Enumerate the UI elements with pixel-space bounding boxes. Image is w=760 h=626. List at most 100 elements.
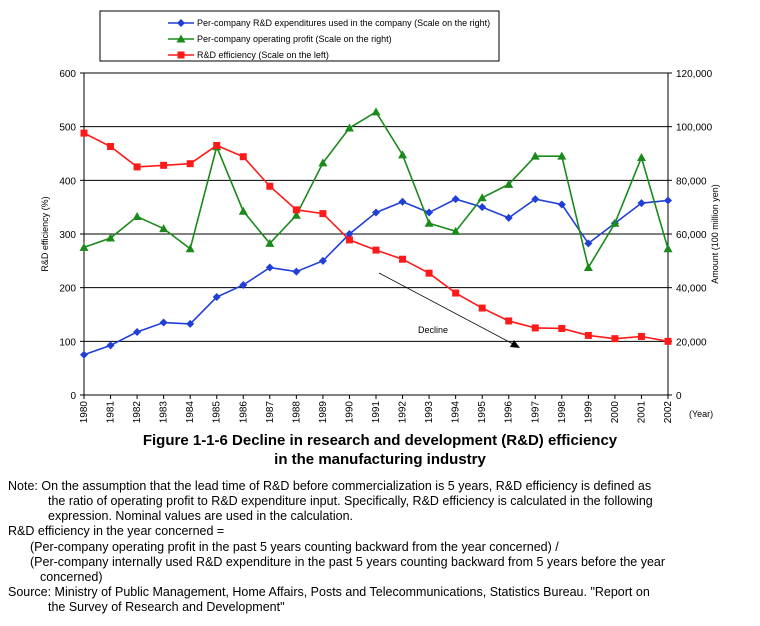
data-point	[505, 317, 513, 325]
x-tick-label: 1987	[265, 401, 276, 424]
axis-ticks: 0 0 100 20,000 200 40,000 300 60,000 400 80,000 50…	[59, 69, 712, 423]
data-point	[159, 224, 169, 233]
legend-label: R&D efficiency (Scale on the left)	[197, 50, 329, 60]
left-tick-label: 0	[70, 391, 76, 402]
formula-title: R&D efficiency in the year concerned =	[8, 524, 225, 538]
left-tick-label: 200	[59, 284, 76, 295]
data-point	[636, 153, 646, 162]
grid	[84, 126, 668, 342]
data-point	[398, 150, 408, 159]
data-point	[557, 200, 566, 209]
x-tick-label: 1984	[185, 401, 196, 424]
x-tick-label: 1981	[106, 401, 117, 424]
data-point	[664, 196, 672, 205]
x-tick-label: 1985	[212, 401, 223, 424]
x-tick-label: 1989	[318, 401, 329, 424]
left-tick-label: 100	[59, 337, 76, 348]
formula-line-3: concerned)	[40, 570, 103, 584]
data-point	[425, 208, 434, 217]
data-point	[80, 350, 88, 359]
x-tick-label: 1993	[424, 401, 435, 424]
data-point	[80, 129, 88, 137]
data-point	[664, 337, 672, 345]
data-point	[238, 206, 248, 215]
series-line	[83, 110, 669, 270]
data-point	[239, 153, 247, 161]
data-point	[133, 327, 142, 336]
legend-label: Per-company operating profit (Scale on t…	[197, 34, 392, 44]
data-point	[107, 143, 115, 151]
data-point	[106, 233, 116, 242]
x-tick-label: 1990	[344, 401, 355, 424]
data-point	[452, 289, 460, 297]
data-point	[212, 293, 221, 302]
x-tick-label: 1997	[530, 401, 541, 424]
data-point	[557, 151, 567, 160]
data-point	[186, 160, 194, 168]
data-point	[530, 151, 540, 160]
data-point	[132, 212, 142, 221]
data-point	[372, 246, 380, 254]
data-point	[531, 195, 540, 204]
data-point	[637, 333, 645, 341]
data-point	[558, 324, 566, 332]
x-tick-label: 1995	[477, 401, 488, 424]
data-point	[345, 236, 353, 244]
source-line-1: Source: Ministry of Public Management, H…	[8, 585, 650, 599]
decline-arrowhead	[510, 340, 520, 348]
legend-label: Per-company R&D expenditures used in the…	[197, 18, 490, 28]
data-point	[478, 304, 486, 312]
data-point	[610, 218, 620, 227]
data-point	[344, 123, 354, 132]
x-axis-unit: (Year)	[689, 409, 713, 419]
data-point	[185, 244, 195, 253]
right-axis-title: Amount (100 million yen)	[710, 184, 720, 284]
x-tick-label: 1998	[557, 401, 568, 424]
formula-line-2: (Per-company internally used R&D expendi…	[30, 555, 666, 569]
data-point	[106, 341, 115, 350]
legend-marker	[176, 34, 186, 43]
x-tick-label: 2002	[663, 401, 674, 424]
data-point	[583, 263, 593, 272]
decline-label: Decline	[418, 325, 448, 335]
data-point	[371, 107, 381, 116]
data-point	[186, 319, 195, 328]
x-tick-label: 1986	[238, 401, 249, 424]
data-point	[159, 318, 168, 327]
legend-box	[99, 10, 500, 62]
data-point	[292, 206, 300, 214]
x-tick-label: 2000	[610, 401, 621, 424]
data-point	[399, 255, 407, 263]
right-tick-label: 80,000	[676, 176, 707, 187]
data-point	[266, 182, 274, 190]
right-tick-label: 60,000	[676, 230, 707, 241]
right-tick-label: 40,000	[676, 284, 707, 295]
x-tick-label: 2001	[636, 401, 647, 424]
data-point	[265, 238, 275, 247]
data-point	[637, 199, 646, 208]
data-point	[478, 203, 487, 212]
data-point	[291, 210, 301, 219]
data-point	[318, 256, 327, 265]
data-point	[318, 158, 328, 167]
source-line-2: the Survey of Research and Development"	[48, 600, 285, 614]
legend-marker	[177, 19, 185, 27]
data-point	[504, 179, 514, 188]
data-point	[425, 269, 433, 277]
data-point	[265, 263, 274, 272]
x-tick-label: 1994	[451, 401, 462, 424]
left-tick-label: 300	[59, 230, 76, 241]
series-operating-profit	[79, 107, 673, 272]
figure-caption-line1: Figure 1-1-6 Decline in research and dev…	[142, 432, 618, 449]
x-tick-label: 1992	[398, 401, 409, 424]
data-point	[584, 331, 592, 339]
right-tick-label: 120,000	[676, 69, 713, 80]
x-tick-label: 1988	[291, 401, 302, 424]
chart: 0 0 100 20,000 200 40,000 300 60,000 400 80,000 50…	[40, 10, 720, 423]
decline-annotation: Decline	[378, 272, 520, 348]
data-point	[345, 230, 354, 238]
left-axis-title: R&D efficiency (%)	[40, 196, 50, 271]
data-point	[611, 335, 619, 343]
data-point	[451, 195, 460, 204]
left-tick-label: 400	[59, 176, 76, 187]
